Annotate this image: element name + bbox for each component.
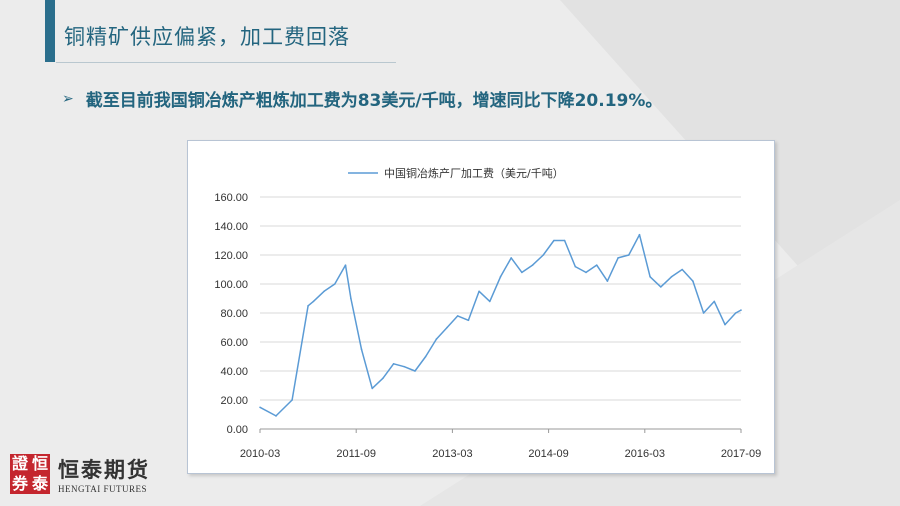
data-point	[403, 365, 406, 368]
data-point	[702, 312, 705, 314]
data-point	[660, 286, 662, 288]
data-point	[275, 415, 277, 417]
data-point	[553, 239, 555, 242]
title-accent-bar	[45, 0, 55, 62]
legend-label: 中国铜冶炼产厂加工费（美元/千吨）	[384, 166, 564, 180]
data-point	[585, 271, 587, 274]
data-point	[638, 233, 641, 236]
y-tick-label: 0.00	[227, 424, 248, 436]
y-tick-label: 140.00	[214, 221, 248, 233]
data-point	[670, 275, 673, 278]
data-point	[291, 399, 293, 401]
data-point	[521, 271, 523, 274]
x-tick-label: 2016-03	[625, 448, 665, 460]
data-point	[467, 319, 470, 322]
data-point	[740, 309, 742, 311]
data-point	[563, 239, 566, 242]
data-point	[446, 326, 448, 329]
data-point	[382, 377, 384, 380]
data-point	[350, 297, 352, 300]
data-point	[574, 265, 577, 268]
data-point	[392, 362, 395, 365]
y-tick-label: 40.00	[220, 366, 248, 378]
y-tick-label: 60.00	[220, 337, 248, 349]
data-point	[424, 355, 427, 358]
data-point	[713, 300, 716, 303]
data-point	[414, 370, 416, 372]
data-point	[499, 275, 502, 278]
data-point	[323, 290, 325, 293]
slide-title: 铜精矿供应偏紧，加工费回落	[64, 25, 350, 49]
logo-name-cn: 恒泰期货	[58, 458, 150, 482]
line-chart: 0.00 20.00 40.00 60.00 80.00 100.00 120.00 140.…	[214, 166, 761, 460]
company-logo: 證 恒 券 泰 恒泰期货 HENGTAI FUTURES	[10, 454, 150, 494]
y-tick-label: 80.00	[220, 308, 248, 320]
y-tick-label: 160.00	[214, 192, 248, 204]
logo-name-en: HENGTAI FUTURES	[58, 484, 148, 494]
data-point	[606, 280, 609, 282]
bullet-text: 截至目前我国铜冶炼产粗炼加工费为83美元/千吨，增速同比下降20.19%。	[85, 91, 663, 111]
data-point	[307, 304, 309, 307]
data-point	[510, 257, 512, 259]
data-point	[478, 290, 480, 293]
data-point	[692, 280, 694, 282]
data-point	[360, 348, 363, 351]
data-point	[681, 268, 684, 271]
data-point	[456, 315, 459, 317]
y-tick-label: 20.00	[220, 395, 248, 407]
data-point	[371, 387, 374, 390]
data-point	[259, 406, 261, 409]
title-divider	[56, 62, 396, 63]
data-point	[627, 254, 630, 256]
data-point	[344, 264, 347, 266]
data-point	[542, 254, 545, 256]
data-point	[595, 264, 598, 266]
data-point	[724, 323, 726, 326]
x-tick-label: 2010-03	[240, 448, 280, 460]
data-point	[435, 338, 438, 340]
data-point	[617, 257, 619, 259]
chart-container: 0.00 20.00 40.00 60.00 80.00 100.00 120.00 140.…	[187, 140, 775, 474]
x-tick-label: 2013-03	[432, 448, 472, 460]
bullet-point: ➢ 截至目前我国铜冶炼产粗炼加工费为83美元/千吨，增速同比下降20.19%。	[62, 86, 663, 112]
data-point	[334, 283, 336, 285]
data-point	[531, 264, 534, 266]
x-tick-label: 2017-09	[721, 448, 761, 460]
y-tick-label: 100.00	[214, 279, 248, 291]
y-tick-label: 120.00	[214, 250, 248, 262]
x-tick-label: 2014-09	[528, 448, 568, 460]
x-tick-label: 2011-09	[336, 448, 376, 460]
data-point	[734, 312, 737, 314]
series-line	[259, 233, 742, 417]
arrow-bullet-icon: ➢	[62, 90, 74, 107]
data-point	[649, 275, 651, 278]
data-point	[489, 300, 491, 303]
data-point	[312, 300, 315, 303]
logo-seal-icon: 證 恒 券 泰	[10, 454, 50, 494]
